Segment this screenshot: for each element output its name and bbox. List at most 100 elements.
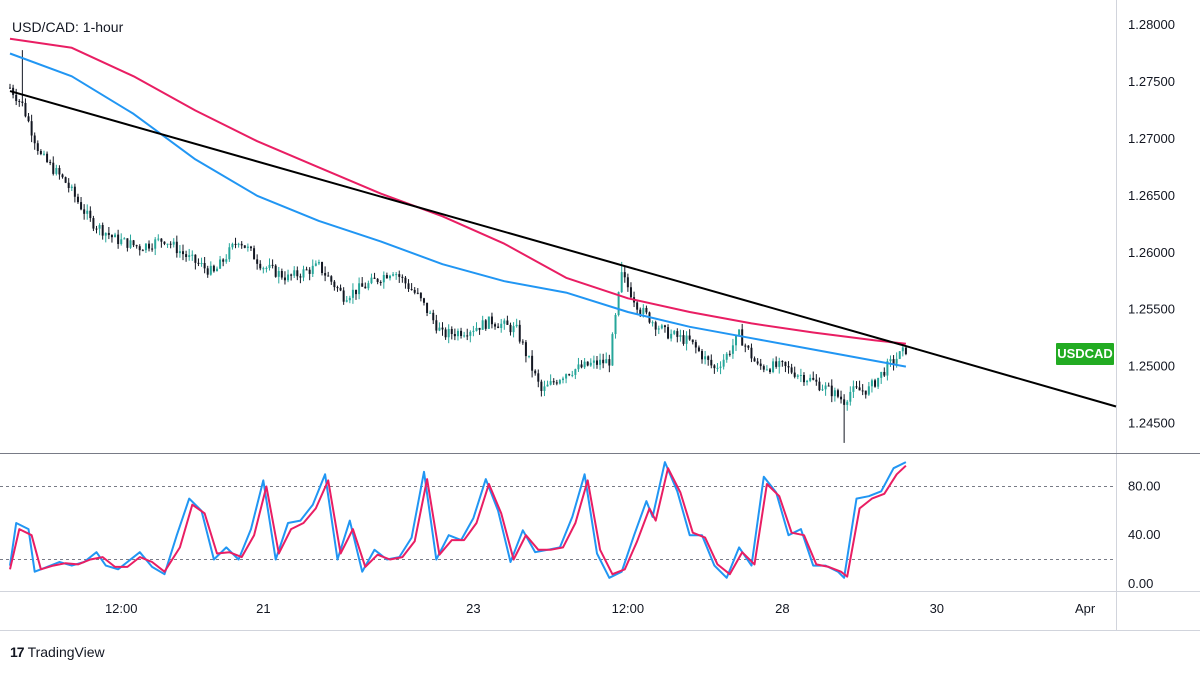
- candle-body: [639, 309, 642, 315]
- price-tick-label: 1.24500: [1128, 416, 1175, 431]
- time-tick-label: 12:00: [612, 601, 645, 616]
- candle-body: [197, 262, 200, 264]
- trendline-line: [9, 90, 1117, 408]
- candle-body: [852, 386, 855, 392]
- candle-body: [429, 312, 432, 314]
- stochastic-axis-labels: 80.00 40.00 0.00: [1128, 478, 1161, 590]
- candle-body: [191, 254, 194, 256]
- time-tick-label: 21: [256, 601, 270, 616]
- candle-body: [456, 330, 459, 337]
- candle-body: [614, 314, 617, 335]
- tradingview-logo[interactable]: 17 TradingView: [10, 644, 105, 660]
- candle-body: [790, 367, 793, 373]
- candle-body: [166, 243, 169, 245]
- candle-body: [812, 377, 815, 380]
- candle-body: [265, 267, 268, 269]
- candle-body: [793, 372, 796, 377]
- candle-body: [901, 347, 904, 352]
- candle-body: [200, 263, 203, 265]
- stochastic-tick-label: 80.00: [1128, 478, 1161, 493]
- candle-body: [345, 300, 348, 302]
- candle-body: [796, 375, 799, 377]
- candle-body: [61, 174, 64, 178]
- candle-body: [447, 328, 450, 338]
- candle-body: [870, 380, 873, 387]
- fast-ma-line: [9, 52, 907, 368]
- candle-body: [154, 239, 157, 249]
- candle-body: [592, 360, 595, 363]
- candle-body: [419, 292, 422, 299]
- candle-body: [830, 385, 833, 397]
- candle-body: [308, 269, 311, 274]
- candle-body: [846, 401, 849, 405]
- candle-body: [490, 316, 493, 325]
- candle-body: [475, 327, 478, 331]
- candle-body: [46, 153, 49, 163]
- candle-body: [336, 287, 339, 289]
- candle-body: [311, 265, 314, 274]
- candle-body: [76, 196, 79, 203]
- price-tick-label: 1.26000: [1128, 245, 1175, 260]
- candle-body: [904, 347, 907, 355]
- candle-body: [175, 241, 178, 254]
- candle-body: [571, 374, 574, 376]
- candle-body: [500, 323, 503, 328]
- candle-body: [194, 254, 197, 263]
- candle-body: [144, 243, 147, 251]
- candle-body: [768, 369, 771, 373]
- candle-body: [688, 335, 691, 340]
- candle-body: [886, 361, 889, 376]
- candle-body: [185, 254, 188, 258]
- candle-body: [407, 283, 410, 289]
- candle-body: [880, 371, 883, 378]
- candle-body: [86, 210, 89, 214]
- candle-body: [877, 377, 880, 387]
- candle-body: [246, 246, 249, 248]
- candle-body: [747, 345, 750, 348]
- candle-body: [268, 264, 271, 268]
- candle-body: [169, 243, 172, 245]
- candle-body: [120, 239, 123, 245]
- candle-body: [642, 307, 645, 315]
- candle-body: [608, 359, 611, 366]
- candle-body: [225, 259, 228, 262]
- candle-body: [277, 270, 280, 277]
- candle-body: [515, 324, 518, 327]
- candle-body: [287, 274, 290, 281]
- candle-body: [450, 328, 453, 335]
- candle-body: [778, 361, 781, 367]
- candle-body: [296, 270, 299, 277]
- stochastic-tick-label: 0.00: [1128, 576, 1153, 591]
- candle-body: [867, 386, 870, 395]
- candle-body: [70, 186, 73, 189]
- candle-body: [883, 371, 886, 376]
- candle-body: [595, 360, 598, 365]
- stochastic-reference-lines: [0, 485, 1116, 561]
- candle-body: [107, 232, 110, 236]
- candle-body: [531, 355, 534, 371]
- candle-body: [602, 359, 605, 364]
- candle-body: [858, 387, 861, 391]
- candle-body: [534, 370, 537, 374]
- candle-body: [599, 359, 602, 365]
- candle-body: [840, 396, 843, 400]
- candle-body: [460, 330, 463, 336]
- candle-body: [215, 268, 218, 272]
- candle-body: [849, 391, 852, 402]
- tradingview-logo-icon: 17: [10, 644, 25, 660]
- candle-body: [731, 345, 734, 354]
- candle-body: [253, 248, 256, 260]
- candle-body: [388, 275, 391, 279]
- candle-body: [787, 366, 790, 368]
- candle-body: [673, 331, 676, 334]
- candle-body: [645, 307, 648, 313]
- candle-body: [735, 334, 738, 346]
- candle-body: [663, 325, 666, 328]
- candle-body: [373, 277, 376, 279]
- candle-body: [148, 243, 151, 249]
- stochastic-k-line: [9, 461, 907, 579]
- candle-body: [401, 276, 404, 278]
- candle-body: [358, 283, 361, 295]
